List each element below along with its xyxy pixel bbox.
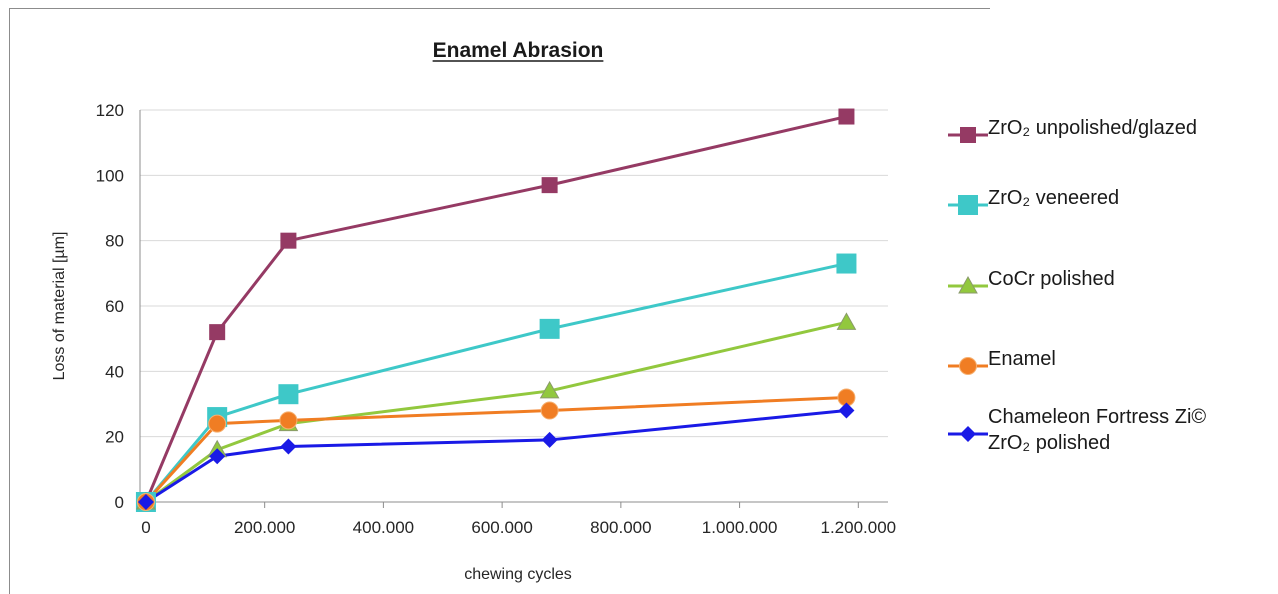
data-point-series-4: [280, 438, 297, 455]
legend-label-line: ZrO₂ polished: [988, 432, 1110, 454]
data-point-series-1: [278, 384, 299, 405]
y-axis-title: Loss of material [µm]: [51, 232, 68, 381]
legend-label: ZrO₂ unpolished/glazed: [988, 117, 1197, 139]
y-tick-label: 0: [115, 493, 124, 512]
chart-frame: Enamel Abrasion 0 20 40 60 80 100 120 0 200.000 40…: [9, 8, 990, 594]
x-axis-title: chewing cycles: [464, 566, 572, 583]
x-tick-label: 200.000: [234, 518, 295, 537]
legend-swatch-marker-3: [959, 357, 977, 375]
y-tick-label: 80: [105, 232, 124, 251]
data-point-series-0: [838, 108, 855, 125]
y-tick-label: 20: [105, 428, 124, 447]
x-tick-label: 400.000: [353, 518, 414, 537]
enamel-abrasion-chart: Enamel Abrasion 0 20 40 60 80 100 120 0 200.000 40…: [51, 39, 988, 583]
data-point-series-1: [836, 253, 857, 274]
x-tick-label: 1.000.000: [702, 518, 778, 537]
data-point-series-1: [539, 318, 560, 339]
chart-title: Enamel Abrasion: [433, 39, 604, 62]
data-point-series-0: [280, 232, 297, 249]
data-point-series-0: [209, 324, 226, 341]
y-tick-label: 40: [105, 362, 124, 381]
x-tick-label: 600.000: [471, 518, 532, 537]
data-point-series-4: [838, 402, 855, 419]
legend-label: ZrO₂ veneered: [988, 187, 1119, 209]
x-tick-label: 1.200.000: [820, 518, 896, 537]
data-point-series-3: [540, 401, 559, 420]
data-point-series-3: [279, 411, 298, 430]
data-point-series-2: [539, 380, 560, 399]
x-tick-label: 800.000: [590, 518, 651, 537]
data-point-series-4: [541, 431, 558, 448]
data-point-series-4: [137, 494, 154, 510]
y-tick-label: 120: [96, 101, 124, 120]
series-line-0: [144, 115, 847, 503]
data-point-series-2: [836, 312, 857, 330]
legend-swatch-marker-0: [960, 127, 976, 143]
legend-label-line: Chameleon Fortress Zi©: [988, 406, 1206, 428]
series-line-1: [144, 262, 847, 503]
data-point-series-3: [208, 414, 227, 433]
legend-label: CoCr polished: [988, 268, 1115, 290]
y-tick-label: 60: [105, 297, 124, 316]
data-point-series-4: [209, 448, 226, 465]
legend-swatch-marker-1: [958, 195, 978, 215]
legend-swatch-marker-2: [958, 275, 978, 294]
legend-swatch-marker-4: [960, 426, 976, 442]
series-line-4: [145, 409, 847, 504]
y-tick-label: 100: [96, 166, 124, 185]
data-point-series-0: [541, 177, 558, 194]
legend-label: Enamel: [988, 348, 1056, 370]
series-line-3: [144, 395, 847, 504]
x-tick-label: 0: [141, 518, 150, 537]
